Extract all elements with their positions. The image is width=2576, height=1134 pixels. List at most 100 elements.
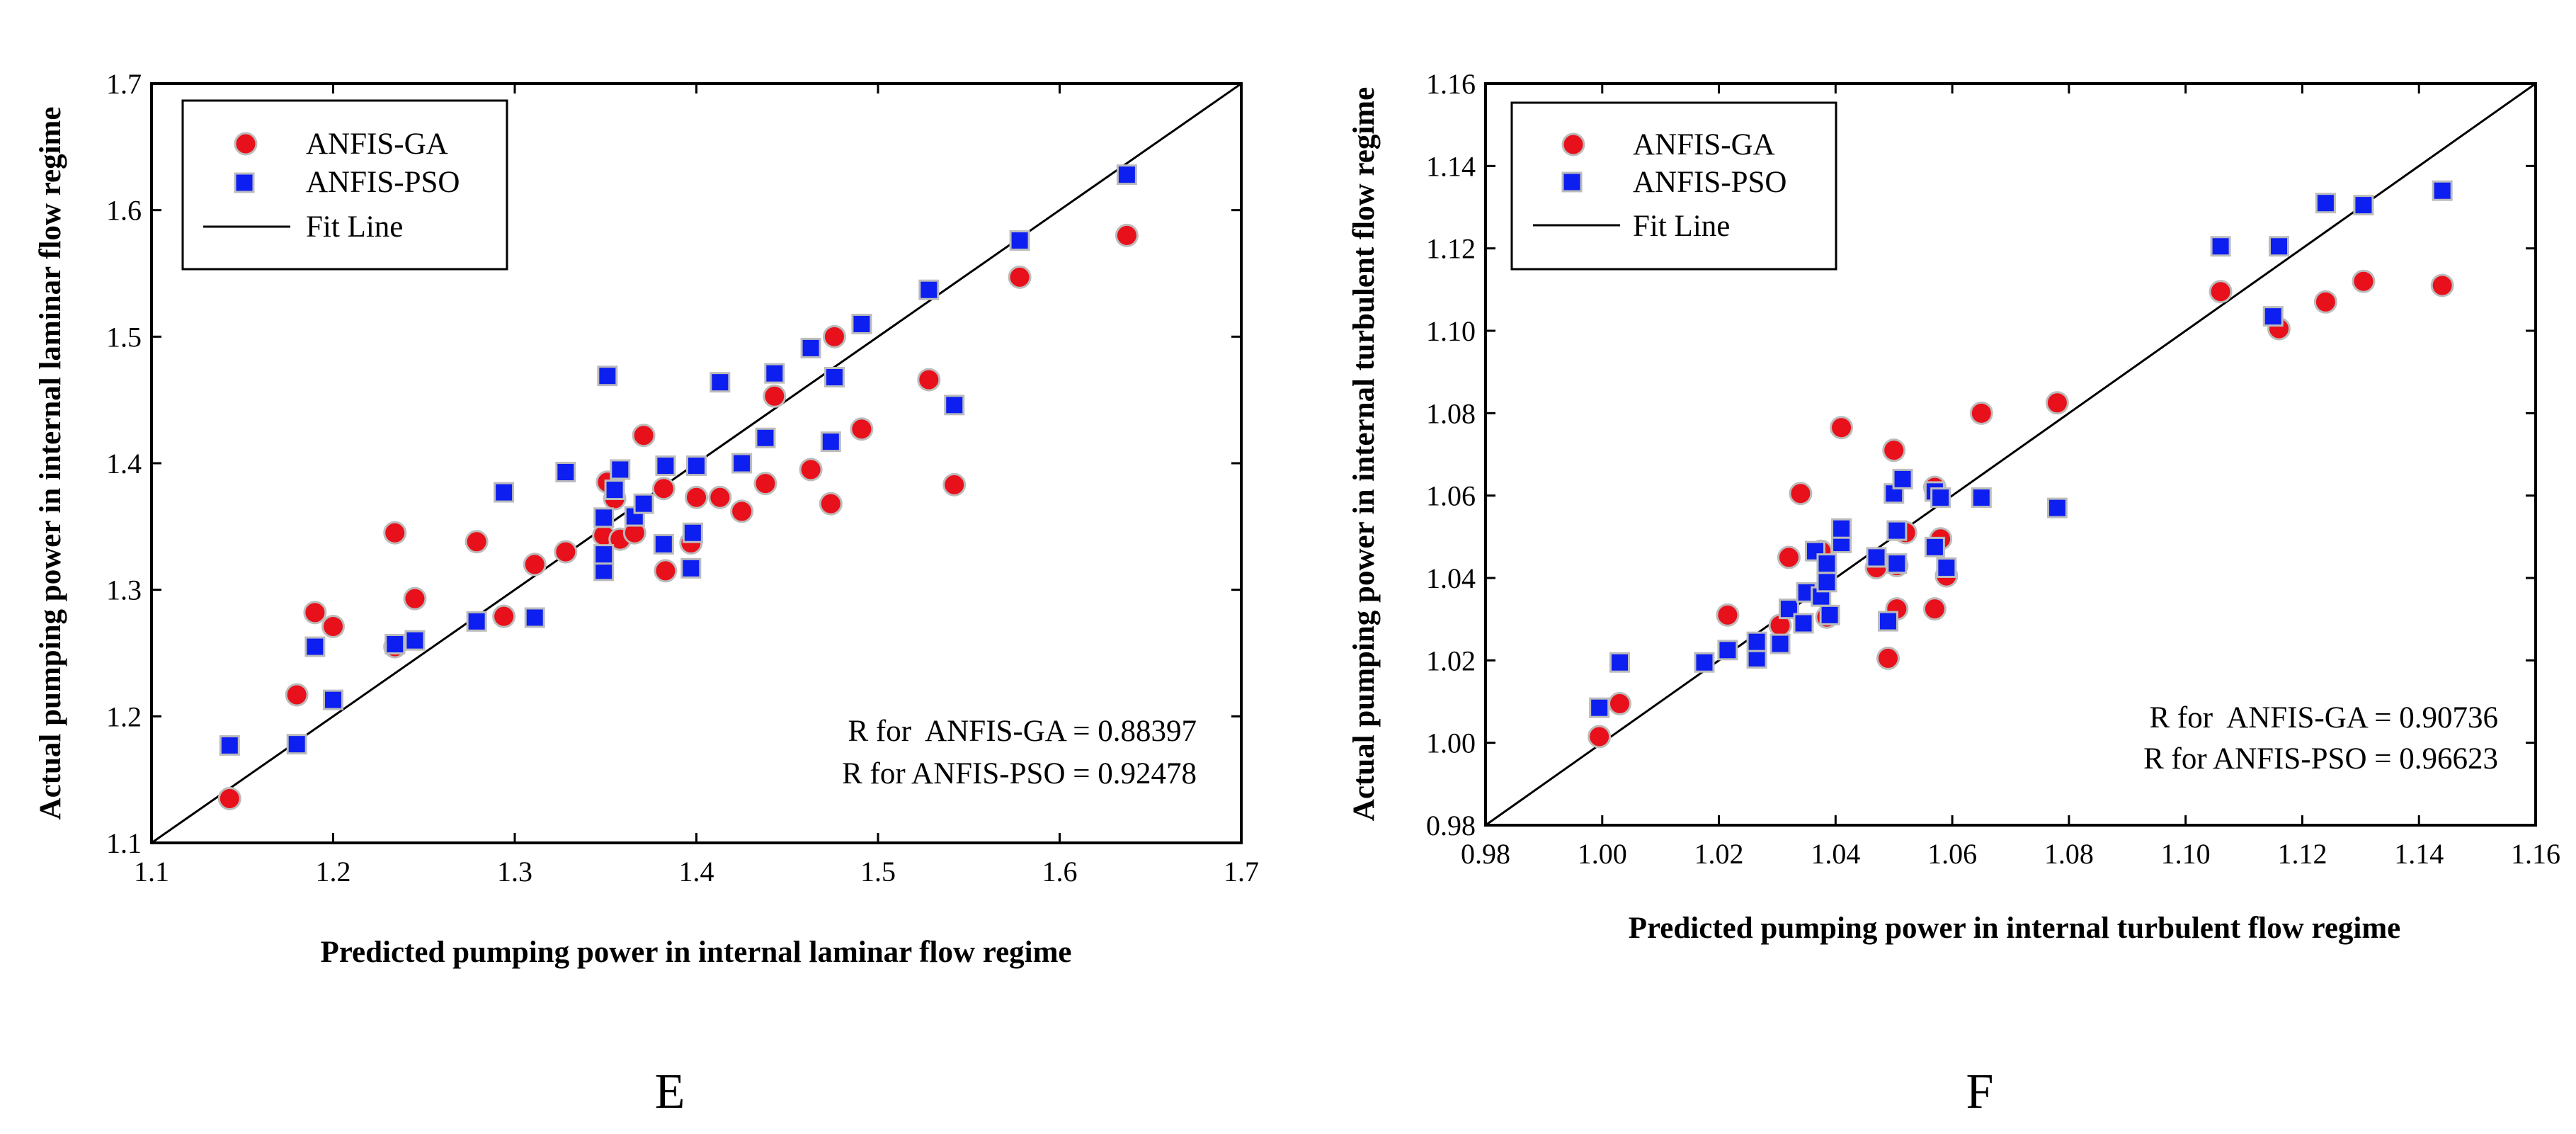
ga-point (632, 424, 656, 448)
ga-point (403, 586, 427, 611)
pso-point (1831, 518, 1852, 539)
x-tick-label: 1.08 (2044, 838, 2094, 870)
y-tick-label: 1.4 (106, 448, 142, 480)
x-tick-label: 1.2 (316, 856, 351, 888)
pso-point (2210, 236, 2231, 257)
x-tick-label: 1.6 (1042, 856, 1078, 888)
ga-point (1789, 482, 1813, 506)
legend-label-fit: Fit Line (1633, 210, 1730, 243)
tick-group: 0.98 1.00 1.02 1.04 1.06 1.08 1.10 1.12 1.14 1.16… (1426, 68, 2560, 870)
ga-point (799, 458, 823, 482)
y-tick-label: 1.5 (106, 321, 142, 353)
pso-point (686, 455, 707, 477)
pso-point (1819, 604, 1840, 625)
legend-pso-marker (234, 172, 255, 193)
pso-point (555, 462, 576, 483)
y-tick-label: 1.02 (1426, 645, 1476, 676)
ga-point (1115, 223, 1139, 247)
x-tick-label: 1.1 (134, 856, 169, 888)
y-tick-label: 1.04 (1426, 562, 1476, 594)
pso-point (593, 507, 615, 528)
pso-point (1877, 611, 1898, 632)
pso-point (2432, 180, 2453, 201)
ga-point (850, 417, 874, 441)
panel-label-e: E (655, 1065, 685, 1119)
pso-point (653, 533, 674, 555)
y-tick-label: 1.7 (106, 68, 142, 100)
y-tick-label: 1.14 (1426, 150, 1476, 182)
pso-point (709, 372, 731, 393)
x-tick-label: 0.98 (1461, 838, 1510, 870)
tick-group: 1.1 1.2 1.3 1.4 1.5 1.6 1.7 1.1 1.2 1.3 1.4 1.5 1.6 1… (106, 68, 1259, 888)
x-axis-label: Predicted pumping power in internal lami… (320, 936, 1071, 969)
y-tick-label: 1.12 (1426, 233, 1476, 265)
x-tick-label: 1.00 (1578, 838, 1627, 870)
x-tick-label: 1.7 (1224, 856, 1259, 888)
x-tick-label: 1.02 (1694, 838, 1744, 870)
chart-f: 0.98 1.00 1.02 1.04 1.06 1.08 1.10 1.12 1.14 1.16… (1347, 68, 2560, 1119)
pso-point (944, 395, 965, 416)
ga-point (651, 477, 676, 501)
y-tick-label: 1.1 (106, 827, 142, 859)
pso-point (823, 367, 845, 388)
pso-point (494, 482, 515, 503)
pso-point (610, 459, 631, 480)
pso-point (755, 427, 776, 448)
pso-point (1694, 652, 1715, 673)
ga-point (383, 521, 407, 545)
legend-ga-marker (1561, 132, 1585, 157)
pso-point (1892, 468, 1913, 489)
pso-point (286, 734, 307, 755)
legend-pso-marker (1561, 171, 1583, 193)
pso-point (731, 453, 753, 474)
pso-point (323, 689, 343, 710)
pso-point (1886, 520, 1908, 541)
ga-point (917, 368, 941, 392)
x-tick-label: 1.06 (1927, 838, 1977, 870)
pso-point (384, 633, 406, 654)
chart-e: 1.1 1.2 1.3 1.4 1.5 1.6 1.7 1.1 1.2 1.3 1.4 1.5 1.6 1… (34, 68, 1259, 1119)
y-tick-label: 1.16 (1426, 68, 1476, 100)
ga-point (2352, 269, 2376, 293)
y-tick-label: 1.2 (106, 701, 142, 732)
pso-point (1746, 647, 1767, 669)
pso-point (1609, 652, 1630, 673)
ga-point (753, 472, 777, 496)
pso-point (404, 630, 426, 651)
ga-point (492, 604, 516, 628)
pso-point (680, 557, 702, 579)
pso-point (219, 735, 240, 756)
pso-point (593, 544, 615, 565)
pso-point (1866, 547, 1887, 568)
pso-point (1924, 536, 1945, 557)
ga-point (1716, 603, 1740, 627)
ga-point (321, 614, 345, 638)
pso-point (1116, 164, 1137, 186)
pso-point (800, 337, 821, 358)
pso-point (2262, 306, 2284, 327)
ga-point (1588, 725, 1612, 749)
legend: ANFIS-GA ANFIS-PSO Fit Line (1510, 101, 1837, 271)
legend-label-ga: ANFIS-GA (306, 127, 448, 161)
pso-point (1816, 553, 1837, 574)
pso-point (2268, 236, 2289, 257)
x-tick-label: 1.10 (2161, 838, 2211, 870)
pso-point (1717, 640, 1738, 661)
r-annotation-pso: R for ANFIS-PSO = 0.92478 (842, 757, 1197, 790)
x-tick-label: 1.04 (1811, 838, 1860, 870)
y-axis-label: Actual pumping power in internal turbule… (1347, 87, 1381, 821)
pso-point (655, 455, 676, 477)
ga-point (708, 485, 732, 509)
legend-label-fit: Fit Line (306, 210, 403, 244)
legend-label-pso: ANFIS-PSO (306, 166, 460, 199)
ga-point (654, 559, 678, 583)
ga-point (763, 384, 787, 408)
ga-point (303, 601, 327, 625)
x-tick-label: 1.14 (2394, 838, 2444, 870)
x-tick-label: 1.16 (2511, 838, 2560, 870)
pso-point (1746, 631, 1767, 652)
pso-point (1816, 572, 1837, 593)
ga-point (2430, 273, 2454, 297)
pso-point (682, 522, 703, 543)
